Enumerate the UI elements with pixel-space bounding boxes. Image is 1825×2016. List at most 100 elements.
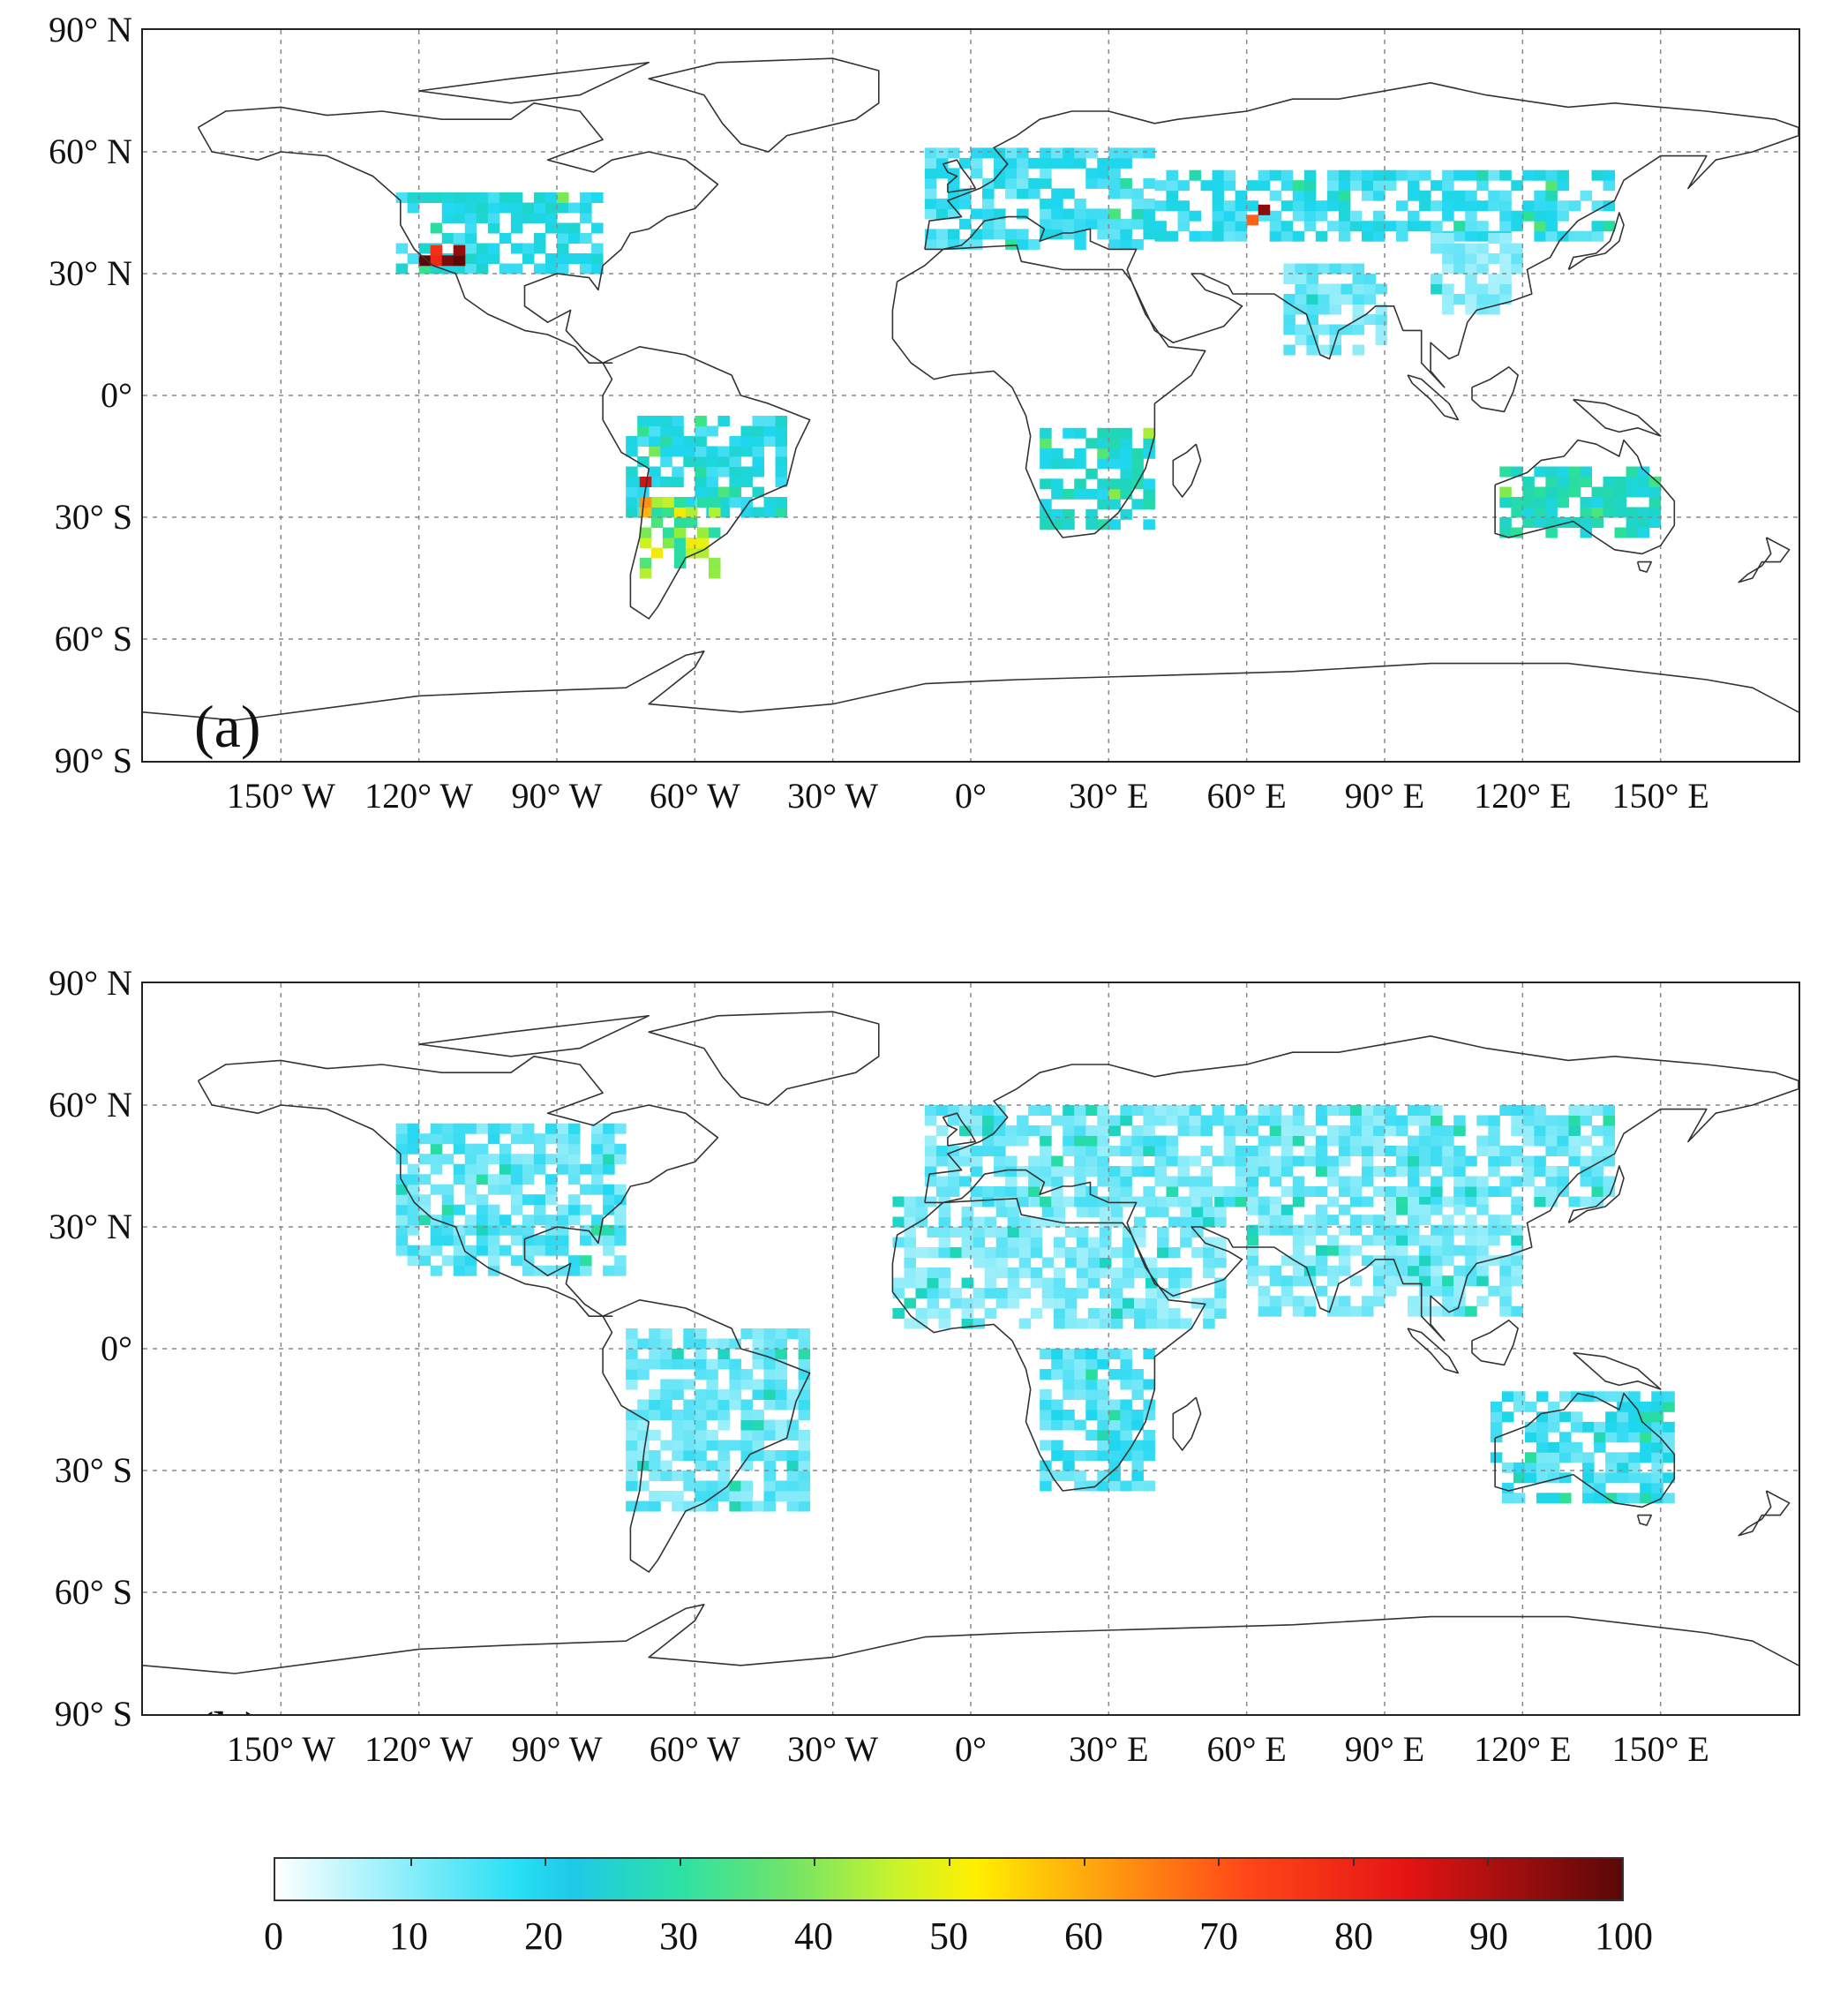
panel-label-b: (b) (194, 1703, 264, 1714)
data-cell (672, 1450, 684, 1461)
data-cell (1281, 1135, 1294, 1147)
data-cell (1545, 1125, 1558, 1136)
data-cell (395, 1194, 409, 1206)
data-cell (1074, 1358, 1086, 1370)
data-cell (994, 208, 1006, 220)
data-cell (418, 1194, 432, 1206)
data-cell (649, 425, 661, 437)
data-cell (729, 456, 741, 467)
data-cell (729, 1399, 741, 1410)
data-cell (1018, 1227, 1032, 1237)
data-cell (1329, 263, 1341, 275)
data-cell (1513, 1472, 1526, 1484)
data-cell (1349, 210, 1363, 222)
data-cell (947, 198, 960, 209)
data-cell (557, 263, 569, 275)
data-cell (418, 192, 432, 203)
data-cell (1085, 1105, 1098, 1116)
data-cell (557, 1133, 569, 1145)
data-cell (1338, 1105, 1351, 1116)
data-cell (1166, 1155, 1178, 1167)
data-cell (1063, 1471, 1075, 1481)
data-cell (1292, 1275, 1305, 1287)
data-cell (1372, 1215, 1386, 1226)
data-cell (1408, 1265, 1420, 1276)
data-cell (1591, 486, 1604, 498)
data-cell (662, 527, 675, 538)
data-cell (1223, 200, 1236, 212)
data-cell (1431, 1115, 1443, 1126)
data-cell (1545, 1115, 1558, 1126)
data-cell (1064, 1298, 1078, 1309)
data-cell (1465, 1275, 1477, 1287)
data-cell (1499, 1305, 1512, 1317)
colorbar-tick (814, 1859, 816, 1866)
data-cell (1246, 214, 1259, 226)
data-cell (1087, 1247, 1100, 1258)
data-cell (650, 497, 664, 508)
coastline (418, 61, 650, 104)
data-cell (1582, 1391, 1595, 1403)
data-cell (568, 1194, 581, 1206)
data-cell (950, 1227, 963, 1237)
data-cell (1108, 1471, 1121, 1481)
data-cell (1007, 1216, 1020, 1228)
data-cell (1145, 1288, 1158, 1298)
data-cell (1651, 1401, 1664, 1412)
data-cell (1591, 169, 1604, 181)
data-cell (1131, 1155, 1144, 1167)
data-cell (672, 1471, 684, 1481)
data-cell (1097, 1440, 1109, 1451)
data-cell (1051, 488, 1063, 500)
data-cell (971, 208, 983, 220)
lon-label: 60° E (1206, 776, 1287, 816)
data-cell (729, 1358, 741, 1370)
data-cell (1591, 1105, 1604, 1116)
data-cell (1292, 1196, 1305, 1207)
data-cell (1040, 1471, 1052, 1481)
data-cell (1120, 157, 1132, 169)
data-cell (1212, 190, 1225, 201)
data-cell (1166, 190, 1178, 201)
data-cell (1041, 1216, 1055, 1228)
data-cell (1663, 1432, 1675, 1443)
data-cell (1580, 497, 1592, 508)
data-cell (935, 168, 949, 179)
data-cell (982, 1115, 995, 1126)
data-cell (1074, 1155, 1086, 1167)
colorbar-label: 100 (1595, 1914, 1653, 1958)
data-cell (982, 1196, 995, 1207)
data-cell (1051, 218, 1063, 229)
data-cell (1063, 157, 1075, 169)
data-cell (1442, 294, 1454, 305)
data-cell (1235, 190, 1248, 201)
data-cell (1361, 190, 1374, 201)
data-cell (938, 1318, 951, 1329)
data-cell (1281, 1204, 1294, 1215)
data-cell (1223, 221, 1236, 232)
data-cell (533, 243, 546, 254)
colorbar-tick (1352, 1859, 1355, 1866)
data-cell (1143, 488, 1155, 500)
data-cell (395, 1143, 409, 1155)
data-cell (1408, 190, 1420, 201)
data-cell (1203, 1268, 1215, 1278)
data-cell (1603, 169, 1616, 181)
data-cell (1133, 1216, 1146, 1228)
data-cell (637, 486, 650, 498)
data-cell (1582, 1493, 1595, 1504)
data-cell (626, 1349, 638, 1359)
data-cell (1557, 486, 1569, 498)
data-cell (614, 1154, 627, 1165)
data-cell (1191, 1216, 1204, 1228)
data-cell (1408, 1105, 1420, 1116)
data-cell (1017, 177, 1029, 189)
data-cells (395, 147, 1662, 579)
data-cell (982, 1105, 995, 1116)
data-cell (1063, 229, 1075, 240)
data-cell (1087, 1277, 1100, 1289)
data-cell (1120, 177, 1132, 189)
data-cell (995, 1257, 1009, 1268)
data-cell (982, 218, 995, 229)
data-cell (1258, 1215, 1271, 1226)
